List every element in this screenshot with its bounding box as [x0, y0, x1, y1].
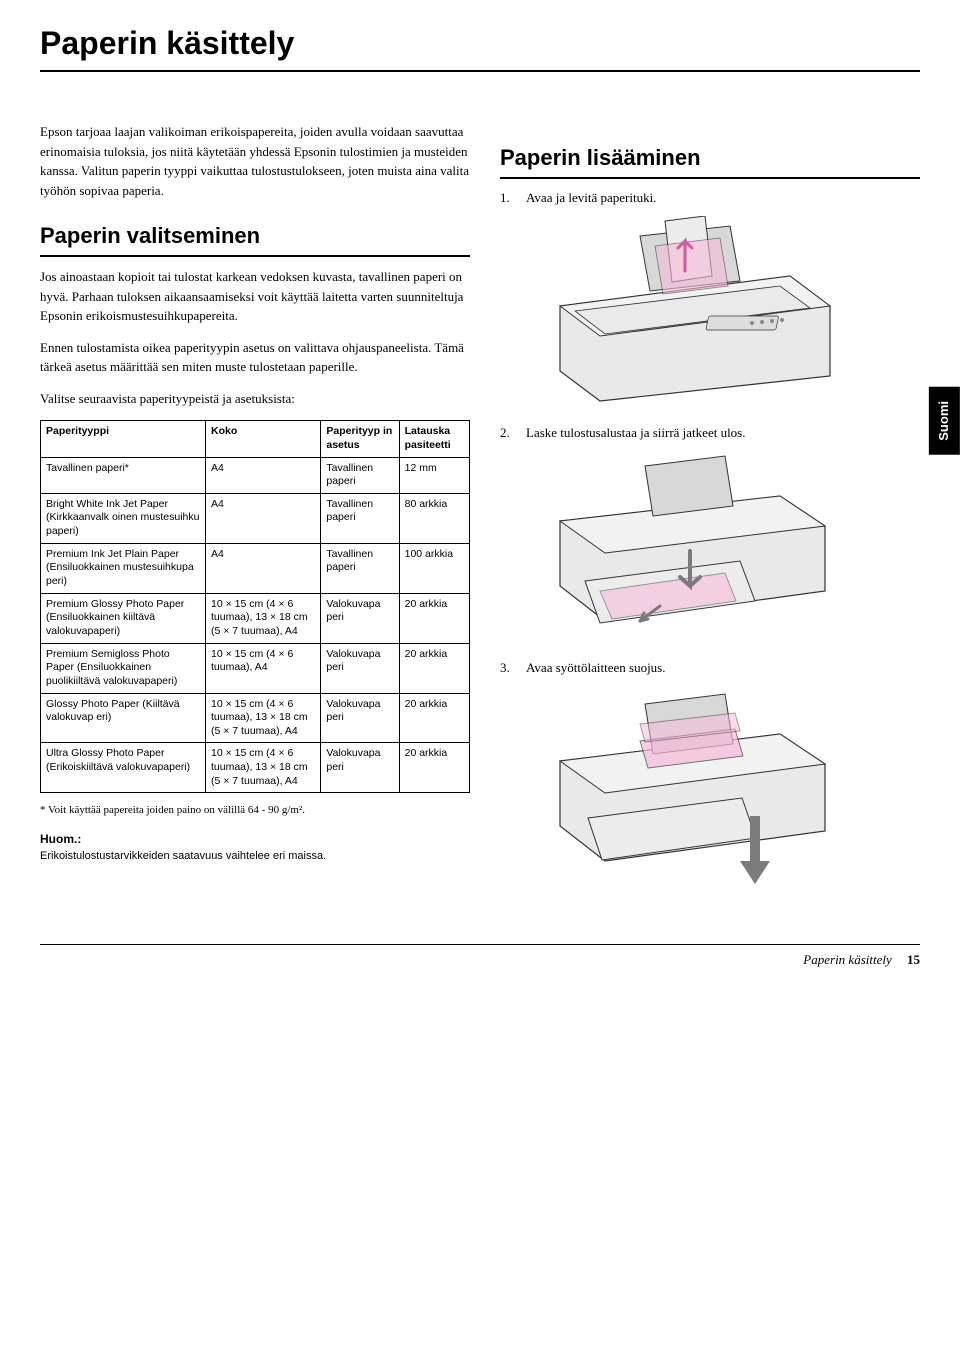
table-cell: A4	[206, 457, 321, 493]
step-number: 2.	[500, 424, 516, 443]
table-row: Ultra Glossy Photo Paper (Erikoiskiiltäv…	[41, 743, 470, 793]
valitseminen-para2: Ennen tulostamista oikea paperityypin as…	[40, 338, 470, 377]
step-text: Avaa ja levitä paperituki.	[526, 189, 656, 208]
printer-illustration-1	[530, 216, 850, 406]
table-cell: 10 × 15 cm (4 × 6 tuumaa), 13 × 18 cm (5…	[206, 593, 321, 643]
table-cell: 20 arkkia	[399, 693, 469, 743]
table-cell: Premium Glossy Photo Paper (Ensiluokkain…	[41, 593, 206, 643]
table-cell: 20 arkkia	[399, 593, 469, 643]
footer-section-title: Paperin käsittely	[803, 952, 891, 967]
printer-illustration-3	[530, 686, 850, 896]
step-1: 1. Avaa ja levitä paperituki.	[500, 189, 920, 208]
table-cell: Valokuvapa peri	[321, 693, 399, 743]
table-cell: Bright White Ink Jet Paper (Kirkkaanvalk…	[41, 493, 206, 543]
table-cell: A4	[206, 543, 321, 593]
table-cell: Premium Semigloss Photo Paper (Ensiluokk…	[41, 643, 206, 693]
table-cell: Tavallinen paperi*	[41, 457, 206, 493]
intro-paragraph: Epson tarjoaa laajan valikoiman erikoisp…	[40, 122, 470, 200]
table-cell: Valokuvapa peri	[321, 743, 399, 793]
step-text: Laske tulostusalustaa ja siirrä jatkeet …	[526, 424, 746, 443]
table-row: Glossy Photo Paper (Kiiltävä valokuvap e…	[41, 693, 470, 743]
step-number: 3.	[500, 659, 516, 678]
page-footer: Paperin käsittely 15	[40, 944, 920, 970]
table-cell: 20 arkkia	[399, 743, 469, 793]
th-kapasiteetti: Latauska pasiteetti	[399, 421, 469, 457]
table-cell: Valokuvapa peri	[321, 593, 399, 643]
table-cell: Tavallinen paperi	[321, 457, 399, 493]
table-cell: 10 × 15 cm (4 × 6 tuumaa), 13 × 18 cm (5…	[206, 743, 321, 793]
table-cell: A4	[206, 493, 321, 543]
table-header-row: Paperityyppi Koko Paperityyp in asetus L…	[41, 421, 470, 457]
note-text: Erikoistulostustarvikkeiden saatavuus va…	[40, 849, 470, 865]
note-label: Huom.:	[40, 831, 470, 848]
table-cell: Glossy Photo Paper (Kiiltävä valokuvap e…	[41, 693, 206, 743]
table-cell: 80 arkkia	[399, 493, 469, 543]
table-cell: Tavallinen paperi	[321, 493, 399, 543]
valitseminen-para3: Valitse seuraavista paperityypeistä ja a…	[40, 389, 470, 409]
table-row: Bright White Ink Jet Paper (Kirkkaanvalk…	[41, 493, 470, 543]
table-row: Tavallinen paperi*A4Tavallinen paperi12 …	[41, 457, 470, 493]
page-title: Paperin käsittely	[40, 20, 920, 72]
step-2: 2. Laske tulostusalustaa ja siirrä jatke…	[500, 424, 920, 443]
step-number: 1.	[500, 189, 516, 208]
table-row: Premium Semigloss Photo Paper (Ensiluokk…	[41, 643, 470, 693]
table-cell: Ultra Glossy Photo Paper (Erikoiskiiltäv…	[41, 743, 206, 793]
language-tab: Suomi	[929, 387, 960, 455]
right-column: Suomi Paperin lisääminen 1. Avaa ja levi…	[500, 122, 920, 913]
table-cell: Valokuvapa peri	[321, 643, 399, 693]
step-text: Avaa syöttölaitteen suojus.	[526, 659, 665, 678]
table-row: Premium Ink Jet Plain Paper (Ensiluokkai…	[41, 543, 470, 593]
table-cell: Tavallinen paperi	[321, 543, 399, 593]
valitseminen-para1: Jos ainoastaan kopioit tai tulostat kark…	[40, 267, 470, 326]
weight-footnote: * Voit käyttää papereita joiden paino on…	[40, 803, 470, 819]
paper-type-table: Paperityyppi Koko Paperityyp in asetus L…	[40, 420, 470, 793]
left-column: Epson tarjoaa laajan valikoiman erikoisp…	[40, 122, 470, 913]
table-cell: 20 arkkia	[399, 643, 469, 693]
table-cell: 10 × 15 cm (4 × 6 tuumaa), A4	[206, 643, 321, 693]
th-asetus: Paperityyp in asetus	[321, 421, 399, 457]
footer-page-number: 15	[907, 952, 920, 967]
two-column-layout: Epson tarjoaa laajan valikoiman erikoisp…	[40, 122, 920, 913]
table-cell: 100 arkkia	[399, 543, 469, 593]
section-heading-valitseminen: Paperin valitseminen	[40, 220, 470, 257]
step-3: 3. Avaa syöttölaitteen suojus.	[500, 659, 920, 678]
table-cell: 12 mm	[399, 457, 469, 493]
table-cell: Premium Ink Jet Plain Paper (Ensiluokkai…	[41, 543, 206, 593]
table-cell: 10 × 15 cm (4 × 6 tuumaa), 13 × 18 cm (5…	[206, 693, 321, 743]
th-paperityyppi: Paperityyppi	[41, 421, 206, 457]
section-heading-lisaaminen: Paperin lisääminen	[500, 142, 920, 179]
th-koko: Koko	[206, 421, 321, 457]
printer-illustration-2	[530, 451, 850, 641]
table-row: Premium Glossy Photo Paper (Ensiluokkain…	[41, 593, 470, 643]
